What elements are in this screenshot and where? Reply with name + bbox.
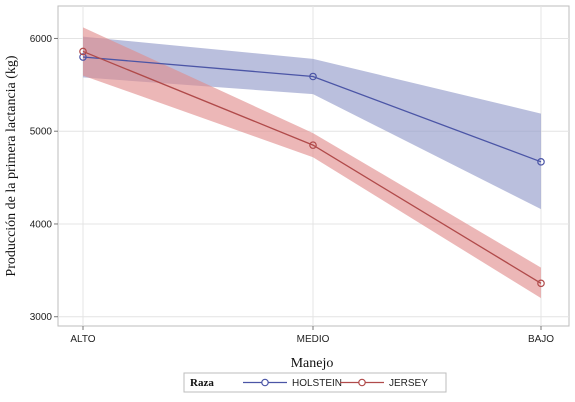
- x-tick-label: MEDIO: [297, 334, 330, 345]
- series-line-holstein: [82, 56, 542, 163]
- y-tick-label: 5000: [30, 127, 53, 138]
- data-point-holstein: [537, 158, 545, 166]
- y-axis-ticks: 3000 4000 5000 6000: [30, 34, 58, 323]
- legend: Raza HOLSTEIN JERSEY: [183, 372, 447, 393]
- x-axis-ticks: ALTO MEDIO BAJO: [70, 326, 554, 345]
- data-point-jersey: [537, 279, 545, 288]
- y-axis-title: Producción de la primera lactancia (kg): [4, 55, 19, 277]
- legend-swatch-marker: [261, 378, 269, 387]
- y-tick-label: 3000: [30, 312, 53, 323]
- confidence-bands: [83, 27, 541, 299]
- legend-label: HOLSTEIN: [292, 378, 342, 389]
- legend-label: JERSEY: [389, 378, 428, 389]
- y-tick-label: 4000: [30, 219, 53, 230]
- series-lines: [82, 50, 542, 284]
- x-tick-label: ALTO: [70, 334, 95, 345]
- legend-frame: [183, 372, 447, 393]
- data-point-jersey: [79, 47, 87, 56]
- confidence-band-jersey: [83, 27, 541, 299]
- x-tick-label: BAJO: [528, 334, 554, 345]
- data-point-jersey: [309, 141, 317, 149]
- series-points: [79, 47, 545, 288]
- data-point-holstein: [79, 53, 87, 61]
- series-line-jersey: [82, 50, 542, 284]
- x-axis-title: Manejo: [291, 356, 334, 371]
- data-point-holstein: [309, 72, 317, 81]
- legend-swatch-marker: [358, 378, 366, 387]
- legend-title: Raza: [190, 377, 214, 389]
- y-tick-label: 6000: [30, 34, 53, 45]
- confidence-band-holstein: [83, 36, 541, 210]
- legend-items: HOLSTEIN JERSEY: [243, 378, 428, 389]
